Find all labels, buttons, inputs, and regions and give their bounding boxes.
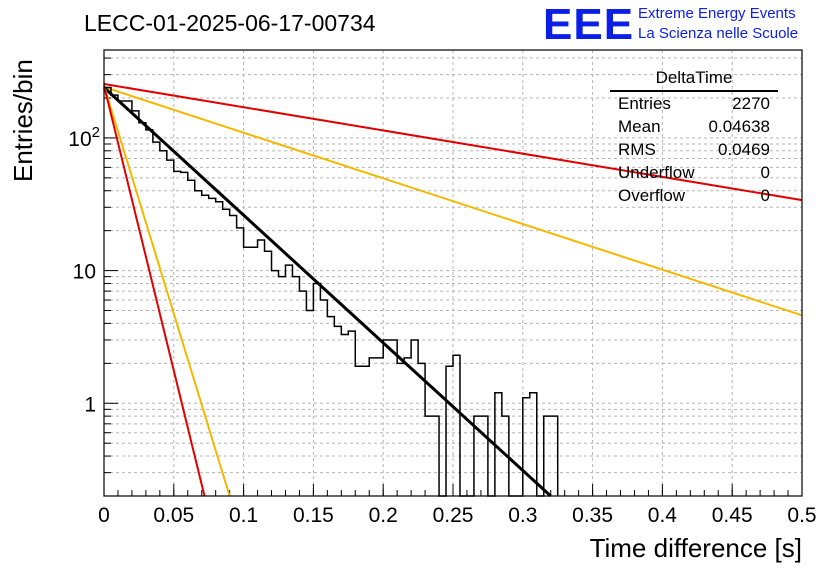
x-tick-label: 0.4 [648,504,678,527]
stats-row-mean: Mean 0.04638 [610,115,778,138]
black-exponential-curve [102,86,552,498]
stats-value: 0.0469 [718,140,770,159]
x-tick-label: 0.2 [369,504,398,527]
x-tick-label: 0.1 [229,504,258,527]
y-axis-label: Entries/bin [8,40,38,190]
stats-row-underflow: Underflow 0 [610,161,778,184]
stats-row-overflow: Overflow 0 [610,184,778,207]
stats-value: 0.04638 [708,117,770,136]
eee-logo: EEE [543,0,635,49]
x-tick-label: 0.35 [572,504,613,527]
x-tick-label: 0.25 [433,504,474,527]
stats-row-rms: RMS 0.0469 [610,138,778,161]
x-tick-label: 0.05 [153,504,194,527]
plot-title: LECC-01-2025-06-17-00734 [84,10,376,36]
red-exponential-curve [103,83,803,202]
stats-value: 0 [760,163,770,182]
stats-label: RMS [618,140,656,159]
x-tick-label: 0.45 [712,504,753,527]
plot-frame [103,49,803,497]
yellow-exponential-curve [103,85,231,497]
x-axis-label: Time difference [s] [589,533,802,563]
stats-label: Mean [618,117,661,136]
stats-value: 0 [760,186,770,205]
logo-tagline-2: La Scienza nelle Scuole [638,25,799,42]
x-tick-label: 0.15 [293,504,334,527]
stats-label: Underflow [618,163,695,182]
y-axis-label-text: Entries/bin [8,59,38,182]
yellow-exponential-curve [103,86,803,317]
stats-label: Overflow [618,186,686,205]
stats-value: 2270 [732,94,770,113]
stats-label: Entries [618,94,671,113]
stats-row-entries: Entries 2270 [610,92,778,115]
stats-box: DeltaTime Entries 2270 Mean 0.04638 RMS 0.0… [610,68,778,207]
histogram-steps [104,86,559,497]
red-exponential-curve [103,85,206,497]
y-tick-label: 10 [73,261,96,284]
y-tick-label: 1 [84,393,96,416]
x-tick-label: 0 [98,504,110,527]
logo-tagline-1: Extreme Energy Events [638,5,796,22]
y-tick-label: 102 [68,124,100,151]
x-tick-label: 0.5 [787,504,816,527]
stats-box-title: DeltaTime [610,68,778,92]
x-tick-label: 0.3 [508,504,537,527]
